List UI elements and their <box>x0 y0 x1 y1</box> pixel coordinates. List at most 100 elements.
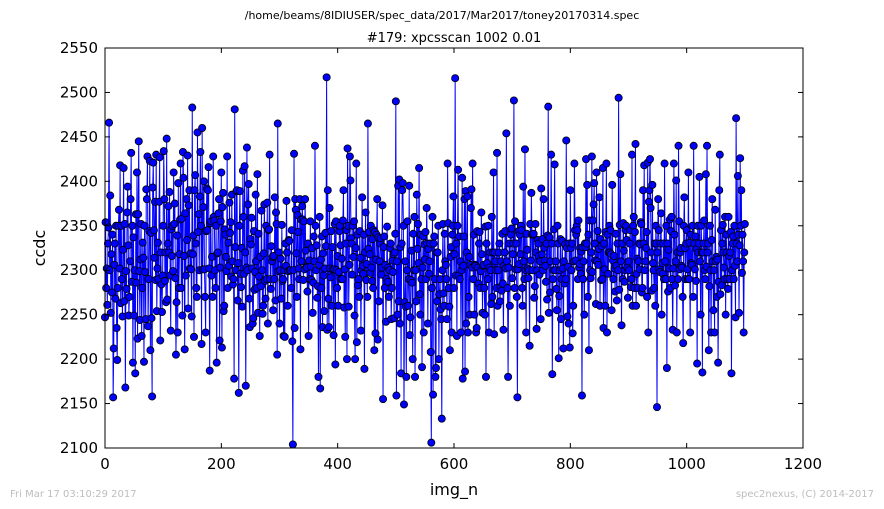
data-point <box>454 165 463 174</box>
data-point <box>646 155 655 164</box>
data-point <box>701 170 710 179</box>
data-point <box>255 331 264 340</box>
data-point <box>735 241 744 250</box>
data-point <box>461 367 470 376</box>
data-point <box>188 250 197 259</box>
data-point <box>451 74 460 83</box>
data-point <box>427 283 436 292</box>
data-point <box>584 346 593 355</box>
data-point <box>220 301 229 310</box>
data-point <box>637 219 646 228</box>
data-point <box>176 159 185 168</box>
data-point <box>148 183 157 192</box>
data-point <box>632 301 641 310</box>
data-point <box>554 354 563 363</box>
data-point <box>345 260 354 269</box>
data-point <box>648 259 657 268</box>
data-point <box>398 186 407 195</box>
data-point <box>508 274 517 283</box>
data-point <box>415 290 424 299</box>
data-point <box>640 266 649 275</box>
data-point <box>225 198 234 207</box>
data-point <box>536 315 545 324</box>
data-point <box>230 105 239 114</box>
data-point <box>463 328 472 337</box>
data-point <box>369 283 378 292</box>
data-point <box>470 310 479 319</box>
data-point <box>462 319 471 328</box>
data-point <box>170 199 179 208</box>
data-point <box>527 188 536 197</box>
data-point <box>308 308 317 317</box>
data-point <box>566 186 575 195</box>
data-point <box>294 227 303 236</box>
data-point <box>483 275 492 284</box>
data-point <box>259 249 268 258</box>
data-point <box>609 275 618 284</box>
data-point <box>405 331 414 340</box>
data-point <box>111 294 120 303</box>
data-point <box>401 257 410 266</box>
data-point <box>139 253 148 262</box>
data-point <box>469 275 478 284</box>
data-point <box>415 163 424 172</box>
data-point <box>383 222 392 231</box>
data-point <box>481 372 490 381</box>
data-point <box>324 323 333 332</box>
data-point <box>718 239 727 248</box>
data-point <box>453 221 462 230</box>
data-point <box>234 388 243 397</box>
data-point <box>212 358 221 367</box>
data-point <box>441 260 450 269</box>
data-point <box>548 370 557 379</box>
data-point <box>537 184 546 193</box>
data-point <box>559 257 568 266</box>
data-point <box>477 208 486 217</box>
data-point <box>187 265 196 274</box>
data-point <box>468 159 477 168</box>
data-point <box>215 336 224 345</box>
data-point <box>331 360 340 369</box>
data-point <box>237 283 246 292</box>
data-point <box>126 257 135 266</box>
data-point <box>352 338 361 347</box>
data-point <box>507 224 516 233</box>
data-point <box>484 221 493 230</box>
data-point <box>199 177 208 186</box>
data-point <box>623 293 632 302</box>
data-point <box>508 250 517 259</box>
data-point <box>458 173 467 182</box>
data-point <box>727 369 736 378</box>
data-point <box>650 283 659 292</box>
y-tick-label: 2300 <box>60 261 98 279</box>
data-point <box>642 227 651 236</box>
data-point <box>587 248 596 257</box>
data-point <box>590 179 599 188</box>
data-point <box>354 275 363 284</box>
data-point <box>323 186 332 195</box>
data-point <box>552 284 561 293</box>
data-point <box>711 205 720 214</box>
data-point <box>568 329 577 338</box>
data-point <box>631 139 640 148</box>
data-point <box>241 248 250 257</box>
data-point <box>466 203 475 212</box>
data-point <box>319 249 328 258</box>
data-point <box>732 114 741 123</box>
data-point <box>258 309 267 318</box>
data-point <box>388 267 397 276</box>
data-point <box>288 440 297 449</box>
data-point <box>416 310 425 319</box>
data-point <box>397 239 406 248</box>
data-point <box>317 283 326 292</box>
data-point <box>153 238 162 247</box>
data-point <box>475 239 484 248</box>
data-point <box>587 152 596 161</box>
data-point <box>526 256 535 265</box>
data-point <box>339 186 348 195</box>
y-axis-label: ccdc <box>30 230 49 267</box>
data-point <box>245 294 254 303</box>
data-point <box>216 263 225 272</box>
data-point <box>108 230 117 239</box>
data-point <box>630 227 639 236</box>
